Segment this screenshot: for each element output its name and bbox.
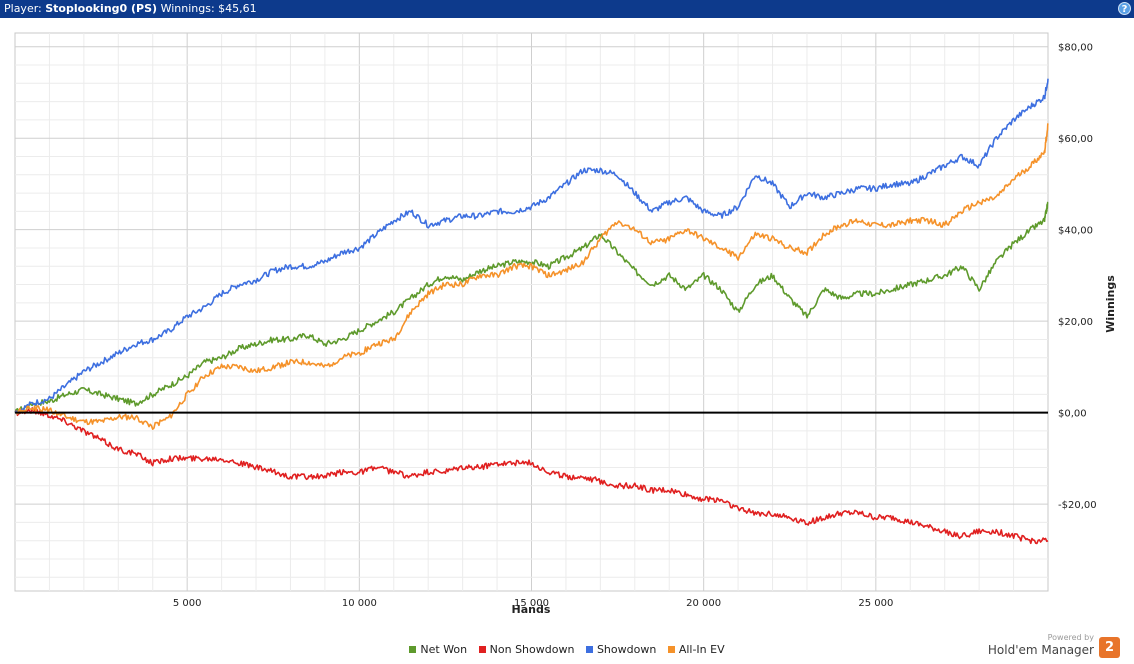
legend: Net Won Non Showdown Showdown All-In EV [0, 643, 1134, 659]
legend-item-non-showdown[interactable]: Non Showdown [478, 643, 575, 656]
series-line-showdown [14, 78, 1049, 415]
series-line-non-showdown [14, 407, 1049, 545]
x-tick-label: 15 000 [514, 598, 549, 609]
x-tick-label: 25 000 [858, 598, 893, 609]
tick-labels: 5 000 10 000 15 000 20 000 25 000 -$20,00 $0,0… [173, 43, 1097, 609]
branding: Powered by Hold'em Manager 2 [987, 633, 1120, 658]
x-tick-label: 10 000 [342, 598, 377, 609]
legend-item-showdown[interactable]: Showdown [585, 643, 657, 656]
x-tick-label: 20 000 [686, 598, 721, 609]
player-label: Player: [4, 2, 42, 15]
legend-swatch [409, 645, 417, 653]
x-axis-label: Hands [512, 603, 551, 616]
y-tick-label: $40,00 [1058, 226, 1093, 237]
y-tick-label: -$20,00 [1058, 500, 1097, 511]
hem2-logo-icon: 2 [1099, 637, 1120, 658]
y-tick-label: $20,00 [1058, 317, 1093, 328]
winnings-value: $45,61 [218, 2, 257, 15]
series-line-net-won [14, 201, 1049, 415]
x-tick-label: 5 000 [173, 598, 202, 609]
winnings-label: Winnings: [160, 2, 215, 15]
title-bar: Player: Stoplooking0 (PS) Winnings: $45,… [0, 0, 1134, 18]
series-lines [14, 78, 1049, 545]
legend-item-all-in-ev[interactable]: All-In EV [667, 643, 725, 656]
y-tick-label: $0,00 [1058, 409, 1087, 420]
series-line-all-in-ev [14, 123, 1049, 431]
player-name: Stoplooking0 (PS) [45, 2, 158, 15]
winnings-chart: 5 000 10 000 15 000 20 000 25 000 -$20,00 $0,0… [14, 32, 1117, 616]
y-axis-label: Winnings [1104, 275, 1117, 333]
powered-by-text: Powered by [1047, 633, 1094, 642]
legend-label: All-In EV [678, 643, 725, 656]
legend-swatch [478, 645, 486, 653]
legend-label: Net Won [420, 643, 468, 656]
grid-lines [15, 33, 1048, 591]
legend-label: Non Showdown [489, 643, 575, 656]
legend-swatch [667, 645, 675, 653]
legend-label: Showdown [596, 643, 657, 656]
legend-item-net-won[interactable]: Net Won [409, 643, 467, 656]
y-tick-label: $80,00 [1058, 43, 1093, 54]
legend-swatch [585, 645, 593, 653]
product-name: Hold'em Manager [987, 643, 1094, 657]
y-tick-label: $60,00 [1058, 134, 1093, 145]
help-icon[interactable]: ? [1118, 2, 1131, 15]
